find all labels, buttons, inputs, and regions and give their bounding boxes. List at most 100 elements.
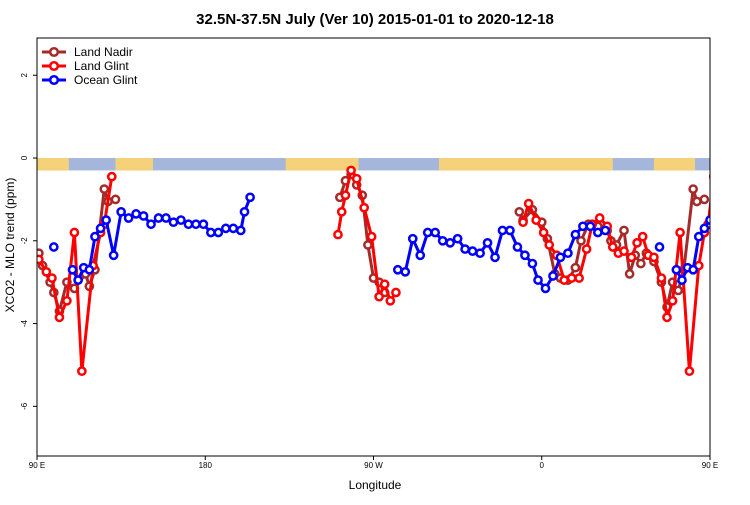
data-point	[619, 225, 629, 236]
data-point	[585, 221, 596, 232]
data-point	[77, 366, 87, 377]
data-point	[677, 275, 687, 285]
data-point	[385, 295, 396, 306]
x-tick-label: 90 E	[29, 461, 45, 470]
data-point	[693, 231, 704, 242]
x-tick-label: 90 E	[702, 461, 718, 470]
data-point	[729, 214, 736, 221]
data-point	[183, 219, 194, 230]
data-point	[131, 209, 141, 219]
data-point	[684, 366, 695, 377]
data-point	[379, 279, 390, 290]
data-point	[346, 165, 356, 176]
data-point	[635, 258, 646, 269]
land-ocean-strip	[37, 158, 710, 171]
data-point	[673, 285, 684, 296]
land-segment	[115, 158, 153, 171]
data-point	[191, 219, 201, 230]
data-point	[559, 275, 570, 285]
y-tick-label: -4	[20, 319, 29, 327]
data-point	[523, 198, 534, 209]
data-point	[624, 269, 635, 279]
data-point	[62, 295, 72, 306]
data-point	[206, 227, 216, 238]
data-point	[482, 238, 493, 248]
data-point	[351, 173, 362, 184]
data-point	[336, 206, 347, 217]
x-tick-label: 180	[199, 461, 213, 470]
data-point	[555, 252, 566, 263]
data-point	[239, 206, 250, 217]
data-point	[688, 264, 699, 275]
data-point	[632, 238, 642, 248]
x-tick-label: 0	[540, 461, 545, 470]
data-point	[48, 242, 59, 252]
data-point	[654, 242, 665, 252]
data-point	[497, 225, 508, 236]
data-point	[736, 210, 743, 217]
data-point	[116, 206, 126, 217]
data-point	[245, 192, 255, 203]
data-point	[531, 215, 541, 225]
data-point	[708, 173, 710, 180]
data-point	[366, 231, 377, 242]
data-point	[333, 229, 343, 240]
data-point	[662, 312, 672, 323]
data-point	[667, 295, 678, 306]
legend-label: Land Glint	[74, 59, 129, 73]
data-point	[106, 171, 117, 182]
data-point	[213, 227, 224, 238]
legend-marker	[48, 46, 60, 58]
data-point	[47, 273, 57, 283]
data-point	[153, 213, 164, 223]
y-tick-label: 2	[20, 72, 29, 77]
data-point	[110, 194, 121, 205]
data-point	[538, 227, 549, 238]
land-segment	[285, 158, 359, 171]
data-point	[90, 231, 100, 242]
data-point	[363, 240, 373, 250]
data-point	[592, 227, 603, 238]
data-point	[340, 190, 351, 201]
data-point	[69, 227, 80, 238]
data-point	[714, 252, 721, 259]
data-point	[600, 225, 611, 236]
data-point	[576, 235, 586, 246]
data-point	[688, 184, 699, 194]
data-point	[607, 242, 618, 252]
legend-marker	[48, 60, 60, 72]
data-point	[101, 215, 112, 225]
data-point	[437, 235, 448, 246]
data-point	[95, 223, 106, 234]
data-point	[619, 246, 629, 256]
data-point	[108, 250, 119, 261]
data-point	[581, 244, 592, 254]
data-point	[699, 223, 710, 234]
series-layer	[37, 165, 743, 377]
data-point	[540, 283, 551, 294]
data-point	[563, 248, 573, 259]
data-point	[637, 231, 648, 242]
data-point	[452, 233, 463, 244]
data-point	[512, 242, 523, 252]
data-point	[570, 262, 581, 273]
data-point	[146, 219, 156, 230]
data-point	[656, 273, 667, 283]
x-tick-label: 90 W	[364, 461, 383, 470]
data-point	[374, 291, 384, 302]
x-axis-label: Longitude	[349, 478, 402, 492]
data-point	[161, 213, 171, 223]
data-point	[705, 215, 710, 225]
data-point	[467, 246, 478, 256]
data-point	[544, 240, 555, 250]
legend-label: Ocean Glint	[74, 73, 138, 87]
data-point	[123, 213, 134, 223]
land-segment	[37, 158, 69, 171]
data-point	[692, 196, 702, 207]
data-point	[415, 250, 426, 261]
y-tick-label: -2	[20, 237, 29, 245]
data-point	[671, 264, 682, 275]
y-tick-label: -6	[20, 402, 29, 410]
data-point	[514, 206, 525, 217]
data-point	[721, 208, 728, 215]
